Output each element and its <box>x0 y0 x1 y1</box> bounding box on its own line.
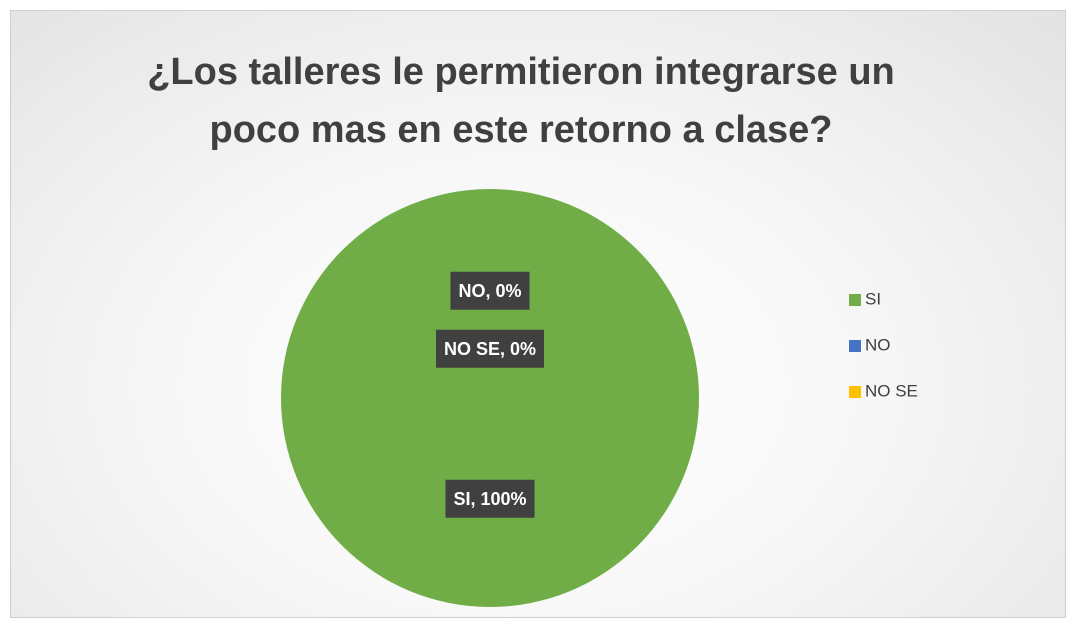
chart: SI, 100% NO, 0% NO SE, 0% SI NO NO SE <box>281 189 918 607</box>
legend-marker <box>849 294 861 306</box>
legend-marker <box>849 340 861 352</box>
data-label: SI, 100% <box>453 489 526 509</box>
data-label-box <box>445 479 535 518</box>
legend-marker <box>849 386 861 398</box>
legend-label: NO SE <box>865 381 918 400</box>
chart-title: ¿Los talleres le permitieron integrarse … <box>147 51 895 151</box>
data-label-box <box>435 329 545 368</box>
legend-label: NO <box>865 335 891 354</box>
data-label: NO SE, 0% <box>444 339 536 359</box>
data-label-box <box>450 271 530 310</box>
chart-area: ¿Los talleres le permitieron integrarse … <box>10 10 1066 618</box>
data-label: NO, 0% <box>458 281 521 301</box>
pie-slice <box>281 189 699 607</box>
legend-label: SI <box>865 289 881 308</box>
